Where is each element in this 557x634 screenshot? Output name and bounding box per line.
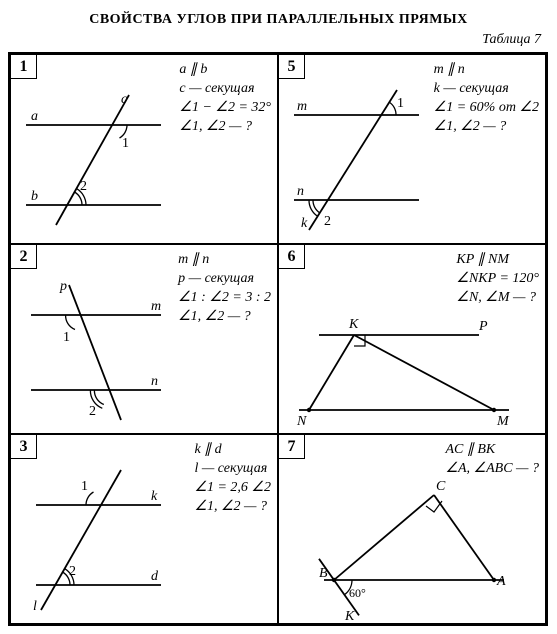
cond-line: k ∥ d — [194, 441, 271, 460]
cond-line: c — секущая — [179, 80, 271, 99]
cond-line: ∠1 = 2,6 ∠2 — [194, 479, 271, 498]
label-2: 2 — [89, 404, 96, 419]
label-B: B — [319, 566, 328, 581]
label-A: A — [496, 574, 506, 589]
cond-line: ∠1, ∠2 — ? — [434, 118, 539, 137]
cond-line: ∠1 = 60% от ∠2 — [434, 99, 539, 118]
cell-number: 3 — [11, 435, 37, 459]
cond-line: ∠A, ∠ABC — ? — [445, 460, 539, 479]
cell-conditions: a ∥ b c — секущая ∠1 − ∠2 = 32° ∠1, ∠2 —… — [179, 61, 271, 137]
cond-line: ∠1 : ∠2 = 3 : 2 — [178, 289, 271, 308]
label-p: p — [59, 279, 67, 294]
label-C: C — [436, 479, 446, 494]
label-1: 1 — [122, 136, 129, 151]
cell-number: 7 — [279, 435, 305, 459]
cell-conditions: AC ∥ BK ∠A, ∠ABC — ? — [445, 441, 539, 479]
cond-line: ∠1, ∠2 — ? — [179, 118, 271, 137]
cell-6: 6 KP ∥ NM ∠NKP = 120° ∠N, ∠M — ? K P N M — [278, 244, 546, 434]
label-60: 60° — [349, 586, 366, 600]
cell-conditions: KP ∥ NM ∠NKP = 120° ∠N, ∠M — ? — [456, 251, 539, 308]
cond-line: m ∥ n — [434, 61, 539, 80]
problems-grid: 1 a ∥ b c — секущая ∠1 − ∠2 = 32° ∠1, ∠2… — [8, 52, 548, 626]
cond-line: ∠1, ∠2 — ? — [178, 308, 271, 327]
label-a: a — [31, 109, 38, 124]
cond-line: k — секущая — [434, 80, 539, 99]
label-2: 2 — [80, 179, 87, 194]
cell-3: 3 k ∥ d l — секущая ∠1 = 2,6 ∠2 ∠1, ∠2 —… — [10, 434, 278, 624]
label-m: m — [297, 99, 307, 114]
page-title: СВОЙСТВА УГЛОВ ПРИ ПАРАЛЛЕЛЬНЫХ ПРЯМЫХ — [8, 12, 549, 28]
cond-line: ∠1 − ∠2 = 32° — [179, 99, 271, 118]
cell-number: 6 — [279, 245, 305, 269]
label-N: N — [296, 414, 307, 429]
cond-line: ∠N, ∠M — ? — [456, 289, 539, 308]
cond-line: KP ∥ NM — [456, 251, 539, 270]
label-d: d — [151, 569, 159, 584]
cell-number: 5 — [279, 55, 305, 79]
label-k: k — [151, 489, 158, 504]
cell-1: 1 a ∥ b c — секущая ∠1 − ∠2 = 32° ∠1, ∠2… — [10, 54, 278, 244]
label-c: c — [121, 92, 128, 107]
label-1: 1 — [63, 330, 70, 345]
label-2: 2 — [324, 214, 331, 229]
label-l: l — [33, 599, 37, 614]
label-M: M — [496, 414, 510, 429]
cell-7: 7 AC ∥ BK ∠A, ∠ABC — ? A B C K 60° — [278, 434, 546, 624]
cell-conditions: m ∥ n k — секущая ∠1 = 60% от ∠2 ∠1, ∠2 … — [434, 61, 539, 137]
cond-line: p — секущая — [178, 270, 271, 289]
cell-number: 2 — [11, 245, 37, 269]
label-n: n — [297, 184, 304, 199]
cond-line: ∠NKP = 120° — [456, 270, 539, 289]
label-2: 2 — [69, 564, 76, 579]
cell-conditions: m ∥ n p — секущая ∠1 : ∠2 = 3 : 2 ∠1, ∠2… — [178, 251, 271, 327]
label-K: K — [348, 317, 359, 332]
cell-number: 1 — [11, 55, 37, 79]
label-k: k — [301, 216, 308, 231]
label-m: m — [151, 299, 161, 314]
cond-line: l — секущая — [194, 460, 271, 479]
cond-line: AC ∥ BK — [445, 441, 539, 460]
cond-line: m ∥ n — [178, 251, 271, 270]
label-b: b — [31, 189, 38, 204]
cond-line: ∠1, ∠2 — ? — [194, 498, 271, 517]
label-n: n — [151, 374, 158, 389]
table-label: Таблица 7 — [8, 32, 541, 48]
label-1: 1 — [397, 96, 404, 111]
label-1: 1 — [81, 479, 88, 494]
label-K: K — [344, 609, 355, 624]
cell-5: 5 m ∥ n k — секущая ∠1 = 60% от ∠2 ∠1, ∠… — [278, 54, 546, 244]
cond-line: a ∥ b — [179, 61, 271, 80]
cell-conditions: k ∥ d l — секущая ∠1 = 2,6 ∠2 ∠1, ∠2 — ? — [194, 441, 271, 517]
cell-2: 2 m ∥ n p — секущая ∠1 : ∠2 = 3 : 2 ∠1, … — [10, 244, 278, 434]
label-P: P — [478, 319, 488, 334]
